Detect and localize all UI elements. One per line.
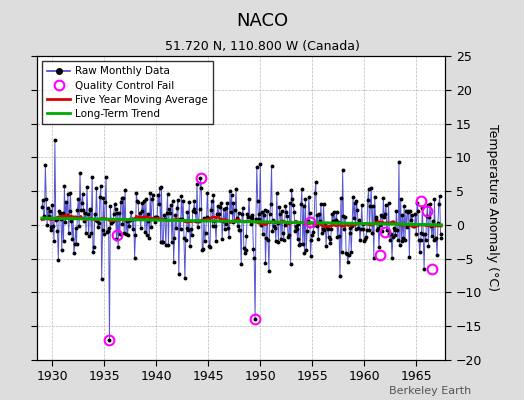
- Text: 51.720 N, 110.800 W (Canada): 51.720 N, 110.800 W (Canada): [165, 40, 359, 53]
- Y-axis label: Temperature Anomaly (°C): Temperature Anomaly (°C): [486, 124, 499, 292]
- Legend: Raw Monthly Data, Quality Control Fail, Five Year Moving Average, Long-Term Tren: Raw Monthly Data, Quality Control Fail, …: [42, 61, 213, 124]
- Text: NACO: NACO: [236, 12, 288, 30]
- Text: Berkeley Earth: Berkeley Earth: [389, 386, 472, 396]
